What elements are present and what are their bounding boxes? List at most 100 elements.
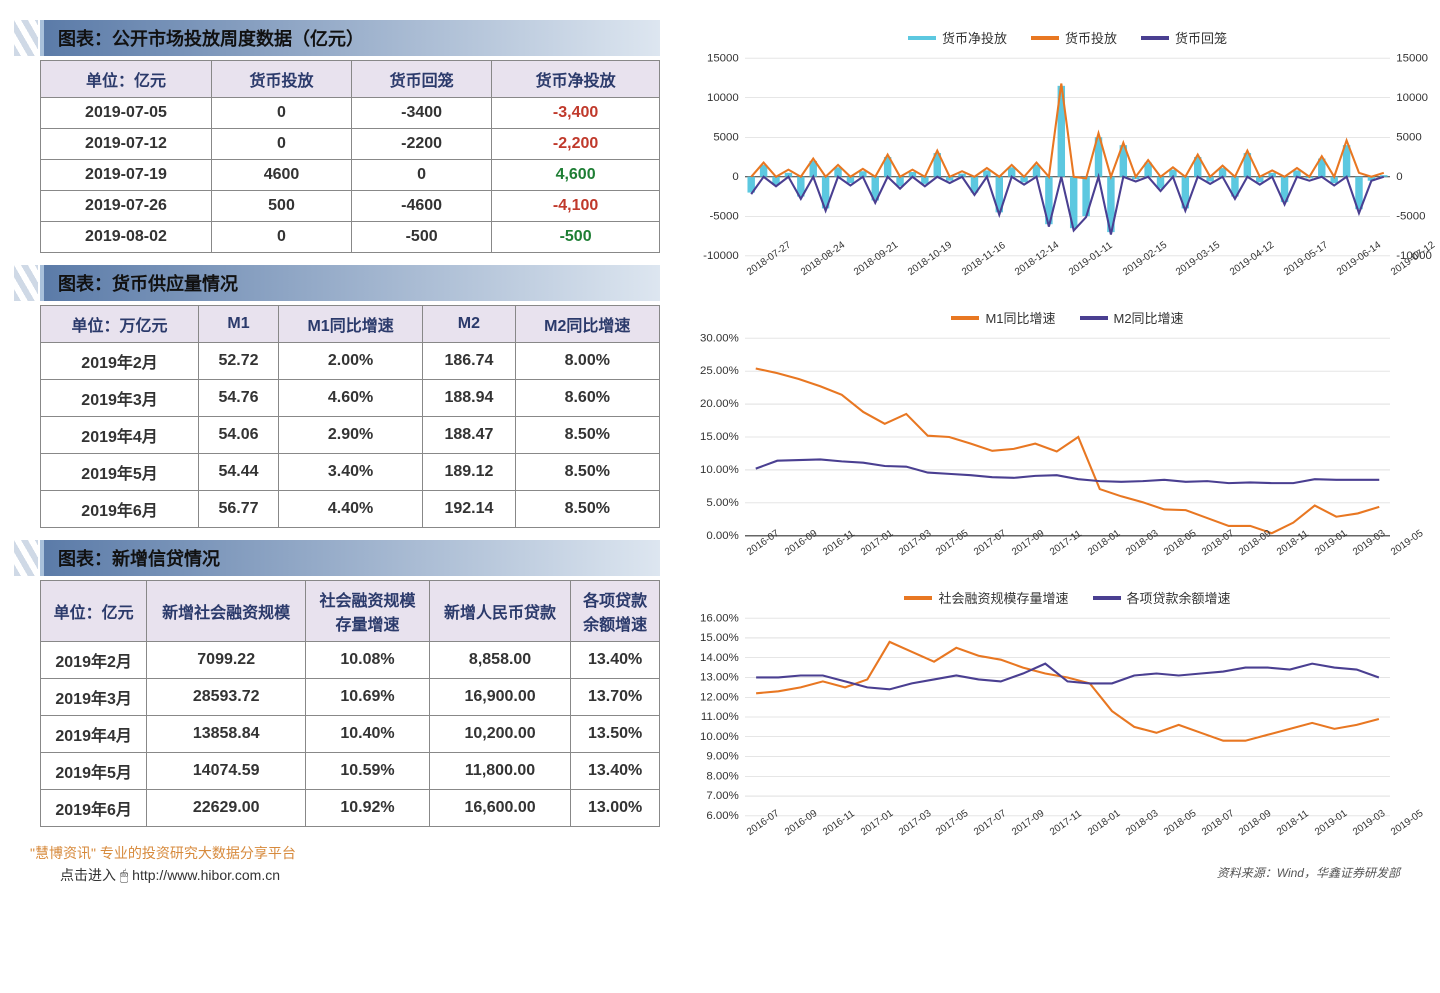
x-label: 2019-01 bbox=[1313, 828, 1320, 838]
svg-text:14.00%: 14.00% bbox=[700, 652, 739, 664]
x-label: 2017-07 bbox=[972, 828, 979, 838]
x-label: 2016-09 bbox=[783, 828, 790, 838]
x-label: 2017-11 bbox=[1048, 548, 1055, 558]
x-label: 2018-05 bbox=[1162, 548, 1169, 558]
col-header: 单位：亿元 bbox=[41, 581, 147, 642]
svg-text:9.00%: 9.00% bbox=[706, 751, 738, 763]
svg-text:10000: 10000 bbox=[707, 92, 739, 104]
x-label: 2017-11 bbox=[1048, 828, 1055, 838]
x-label: 2016-07 bbox=[745, 548, 752, 558]
svg-text:15.00%: 15.00% bbox=[700, 431, 739, 443]
x-label: 2019-03 bbox=[1351, 828, 1358, 838]
cell: 10.92% bbox=[306, 790, 430, 827]
cell: 10.08% bbox=[306, 642, 430, 679]
table-row: 2019-07-19460004,600 bbox=[41, 160, 660, 191]
cell: -500 bbox=[352, 222, 492, 253]
table3: 单位：亿元新增社会融资规模社会融资规模存量增速新增人民币贷款各项贷款余额增速20… bbox=[40, 580, 660, 827]
table-row: 2019年5月14074.5910.59%11,800.0013.40% bbox=[41, 753, 660, 790]
x-label: 2017-01 bbox=[859, 548, 866, 558]
x-label: 2019-01-11 bbox=[1067, 268, 1074, 278]
col-header: 单位：万亿元 bbox=[41, 306, 199, 343]
cell: 16,900.00 bbox=[429, 679, 570, 716]
table-row: 2019-07-26500-4600-4,100 bbox=[41, 191, 660, 222]
cell: 0 bbox=[211, 129, 351, 160]
cell: 2019年2月 bbox=[41, 642, 147, 679]
x-label: 2019-07-12 bbox=[1389, 268, 1396, 278]
x-label: 2018-12-14 bbox=[1013, 268, 1020, 278]
cell: 52.72 bbox=[199, 343, 279, 380]
x-label: 2017-05 bbox=[934, 548, 941, 558]
x-label: 2017-03 bbox=[897, 548, 904, 558]
x-label: 2018-09 bbox=[1237, 548, 1244, 558]
cell: 2019年3月 bbox=[41, 679, 147, 716]
col-header: 货币净投放 bbox=[492, 61, 660, 98]
cell: 188.94 bbox=[423, 380, 515, 417]
cell: 14074.59 bbox=[147, 753, 306, 790]
x-label: 2019-04-12 bbox=[1228, 268, 1235, 278]
svg-text:15000: 15000 bbox=[1396, 52, 1428, 64]
col-header: 新增人民币贷款 bbox=[429, 581, 570, 642]
svg-text:0: 0 bbox=[732, 171, 738, 183]
cell: 0 bbox=[211, 98, 351, 129]
cell: 2019年3月 bbox=[41, 380, 199, 417]
x-label: 2017-09 bbox=[1010, 828, 1017, 838]
cell: 192.14 bbox=[423, 491, 515, 528]
svg-text:6.00%: 6.00% bbox=[706, 810, 738, 822]
svg-text:13.00%: 13.00% bbox=[700, 672, 739, 684]
cell: 4.60% bbox=[278, 380, 422, 417]
cell: 13.40% bbox=[571, 753, 660, 790]
x-label: 2017-01 bbox=[859, 828, 866, 838]
cell: 0 bbox=[211, 222, 351, 253]
col-header: M1同比增速 bbox=[278, 306, 422, 343]
svg-text:11.00%: 11.00% bbox=[701, 711, 739, 723]
svg-text:5000: 5000 bbox=[1396, 131, 1421, 143]
legend-item: 各项贷款余额增速 bbox=[1093, 588, 1231, 607]
chart3: 社会融资规模存量增速各项贷款余额增速 6.00%7.00%8.00%9.00%1… bbox=[690, 580, 1400, 840]
x-label: 2018-08-24 bbox=[799, 268, 806, 278]
svg-text:30.00%: 30.00% bbox=[700, 332, 739, 344]
svg-text:-5000: -5000 bbox=[709, 210, 738, 222]
table2: 单位：万亿元M1M1同比增速M2M2同比增速2019年2月52.722.00%1… bbox=[40, 305, 660, 528]
cell: 2.00% bbox=[278, 343, 422, 380]
table2-title: 图表：货币供应量情况 bbox=[40, 265, 660, 301]
cell: -500 bbox=[492, 222, 660, 253]
svg-text:10.00%: 10.00% bbox=[700, 731, 739, 743]
cell: 2019年2月 bbox=[41, 343, 199, 380]
svg-text:8.00%: 8.00% bbox=[706, 770, 738, 782]
cell: 4600 bbox=[211, 160, 351, 191]
cell: 2019-08-02 bbox=[41, 222, 212, 253]
table-row: 2019年6月22629.0010.92%16,600.0013.00% bbox=[41, 790, 660, 827]
cell: 56.77 bbox=[199, 491, 279, 528]
x-label: 2018-11 bbox=[1275, 548, 1282, 558]
x-label: 2016-11 bbox=[821, 828, 828, 838]
legend-item: M2同比增速 bbox=[1080, 308, 1184, 327]
svg-text:0.00%: 0.00% bbox=[706, 530, 738, 542]
cell: 13858.84 bbox=[147, 716, 306, 753]
x-label: 2017-07 bbox=[972, 548, 979, 558]
cell: -2200 bbox=[352, 129, 492, 160]
cell: 2019年6月 bbox=[41, 491, 199, 528]
cell: 11,800.00 bbox=[429, 753, 570, 790]
chart1: 货币净投放货币投放货币回笼 -10000-10000-5000-50000050… bbox=[690, 20, 1400, 280]
col-header: 新增社会融资规模 bbox=[147, 581, 306, 642]
cell: 13.70% bbox=[571, 679, 660, 716]
x-label: 2016-09 bbox=[783, 548, 790, 558]
chart2: M1同比增速M2同比增速 0.00%5.00%10.00%15.00%20.00… bbox=[690, 300, 1400, 560]
legend-item: 货币净投放 bbox=[908, 28, 1007, 47]
col-header: M2同比增速 bbox=[515, 306, 659, 343]
cell: 16,600.00 bbox=[429, 790, 570, 827]
x-label: 2018-05 bbox=[1162, 828, 1169, 838]
x-label: 2017-03 bbox=[897, 828, 904, 838]
table-row: 2019年5月54.443.40%189.128.50% bbox=[41, 454, 660, 491]
cell: 22629.00 bbox=[147, 790, 306, 827]
col-header: 货币投放 bbox=[211, 61, 351, 98]
cell: 189.12 bbox=[423, 454, 515, 491]
cell: 13.00% bbox=[571, 790, 660, 827]
svg-text:0: 0 bbox=[1396, 171, 1402, 183]
cell: 0 bbox=[352, 160, 492, 191]
col-header: 单位：亿元 bbox=[41, 61, 212, 98]
cell: 500 bbox=[211, 191, 351, 222]
svg-text:15000: 15000 bbox=[707, 52, 739, 64]
cell: 10.40% bbox=[306, 716, 430, 753]
x-label: 2018-03 bbox=[1124, 548, 1131, 558]
